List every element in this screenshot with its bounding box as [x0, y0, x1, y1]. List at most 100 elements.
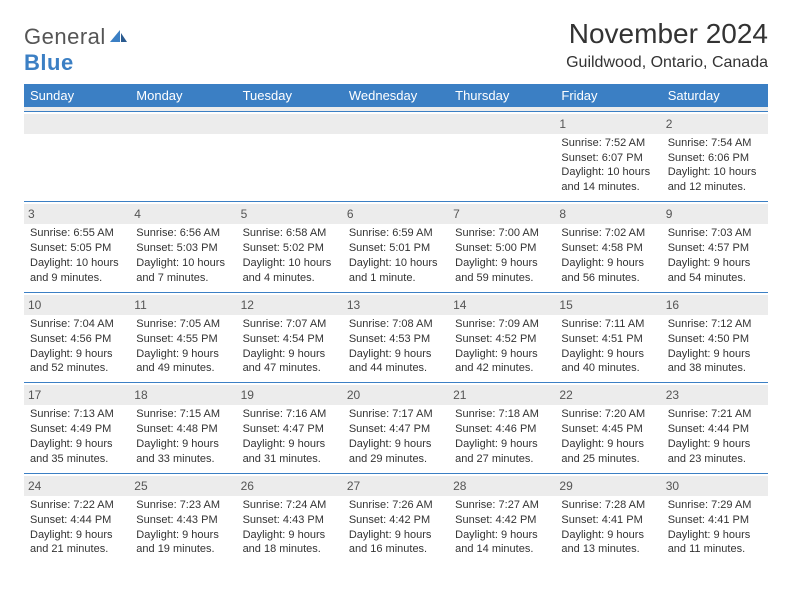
sunrise-line: Sunrise: 7:15 AM	[136, 407, 230, 422]
sunset-line: Sunset: 4:44 PM	[668, 422, 762, 437]
daylight-line: Daylight: 9 hours and 14 minutes.	[455, 528, 549, 558]
sunset-line: Sunset: 4:55 PM	[136, 332, 230, 347]
sunrise-line: Sunrise: 7:29 AM	[668, 498, 762, 513]
daylight-line: Daylight: 9 hours and 49 minutes.	[136, 347, 230, 377]
day-header: Monday	[130, 84, 236, 107]
daylight-line: Daylight: 9 hours and 35 minutes.	[30, 437, 124, 467]
daylight-line: Daylight: 9 hours and 56 minutes.	[561, 256, 655, 286]
day-details: Sunrise: 7:17 AMSunset: 4:47 PMDaylight:…	[347, 407, 445, 466]
sunrise-line: Sunrise: 7:20 AM	[561, 407, 655, 422]
calendar-cell: 12Sunrise: 7:07 AMSunset: 4:54 PMDayligh…	[237, 292, 343, 383]
sunset-line: Sunset: 4:49 PM	[30, 422, 124, 437]
calendar-week: 10Sunrise: 7:04 AMSunset: 4:56 PMDayligh…	[24, 292, 768, 383]
sunset-line: Sunset: 4:53 PM	[349, 332, 443, 347]
sunrise-line: Sunrise: 7:00 AM	[455, 226, 549, 241]
calendar-cell: 25Sunrise: 7:23 AMSunset: 4:43 PMDayligh…	[130, 473, 236, 563]
daylight-line: Daylight: 9 hours and 25 minutes.	[561, 437, 655, 467]
calendar-week: 24Sunrise: 7:22 AMSunset: 4:44 PMDayligh…	[24, 473, 768, 563]
calendar-cell: 10Sunrise: 7:04 AMSunset: 4:56 PMDayligh…	[24, 292, 130, 383]
day-details: Sunrise: 7:05 AMSunset: 4:55 PMDaylight:…	[134, 317, 232, 376]
calendar-cell: 26Sunrise: 7:24 AMSunset: 4:43 PMDayligh…	[237, 473, 343, 563]
day-details: Sunrise: 7:04 AMSunset: 4:56 PMDaylight:…	[28, 317, 126, 376]
daylight-line: Daylight: 9 hours and 21 minutes.	[30, 528, 124, 558]
calendar-cell: 8Sunrise: 7:02 AMSunset: 4:58 PMDaylight…	[555, 202, 661, 293]
sunrise-line: Sunrise: 6:59 AM	[349, 226, 443, 241]
sunset-line: Sunset: 4:48 PM	[136, 422, 230, 437]
calendar-cell: 5Sunrise: 6:58 AMSunset: 5:02 PMDaylight…	[237, 202, 343, 293]
empty-day	[449, 114, 555, 134]
sunrise-line: Sunrise: 6:58 AM	[243, 226, 337, 241]
sunrise-line: Sunrise: 7:04 AM	[30, 317, 124, 332]
daylight-line: Daylight: 10 hours and 9 minutes.	[30, 256, 124, 286]
day-number: 29	[555, 476, 661, 496]
day-header: Thursday	[449, 84, 555, 107]
day-number: 14	[449, 295, 555, 315]
day-details: Sunrise: 7:22 AMSunset: 4:44 PMDaylight:…	[28, 498, 126, 557]
sunrise-line: Sunrise: 7:27 AM	[455, 498, 549, 513]
logo-general: General	[24, 24, 106, 49]
sunrise-line: Sunrise: 7:28 AM	[561, 498, 655, 513]
day-number: 26	[237, 476, 343, 496]
sunrise-line: Sunrise: 7:17 AM	[349, 407, 443, 422]
sunset-line: Sunset: 6:07 PM	[561, 151, 655, 166]
calendar-cell: 3Sunrise: 6:55 AMSunset: 5:05 PMDaylight…	[24, 202, 130, 293]
calendar-cell: 1Sunrise: 7:52 AMSunset: 6:07 PMDaylight…	[555, 111, 661, 202]
day-number: 1	[555, 114, 661, 134]
day-details: Sunrise: 7:24 AMSunset: 4:43 PMDaylight:…	[241, 498, 339, 557]
day-number: 5	[237, 204, 343, 224]
day-number: 7	[449, 204, 555, 224]
calendar-cell: 27Sunrise: 7:26 AMSunset: 4:42 PMDayligh…	[343, 473, 449, 563]
day-number: 13	[343, 295, 449, 315]
sunset-line: Sunset: 4:46 PM	[455, 422, 549, 437]
day-details: Sunrise: 6:58 AMSunset: 5:02 PMDaylight:…	[241, 226, 339, 285]
sunset-line: Sunset: 4:52 PM	[455, 332, 549, 347]
calendar-cell	[24, 111, 130, 202]
day-number: 24	[24, 476, 130, 496]
empty-day	[237, 114, 343, 134]
day-details: Sunrise: 7:28 AMSunset: 4:41 PMDaylight:…	[559, 498, 657, 557]
daylight-line: Daylight: 9 hours and 42 minutes.	[455, 347, 549, 377]
sunrise-line: Sunrise: 6:55 AM	[30, 226, 124, 241]
day-details: Sunrise: 7:23 AMSunset: 4:43 PMDaylight:…	[134, 498, 232, 557]
day-details: Sunrise: 7:26 AMSunset: 4:42 PMDaylight:…	[347, 498, 445, 557]
daylight-line: Daylight: 9 hours and 11 minutes.	[668, 528, 762, 558]
calendar-cell: 22Sunrise: 7:20 AMSunset: 4:45 PMDayligh…	[555, 383, 661, 474]
day-header: Saturday	[662, 84, 768, 107]
sunset-line: Sunset: 4:41 PM	[561, 513, 655, 528]
calendar-cell: 4Sunrise: 6:56 AMSunset: 5:03 PMDaylight…	[130, 202, 236, 293]
calendar-cell: 15Sunrise: 7:11 AMSunset: 4:51 PMDayligh…	[555, 292, 661, 383]
daylight-line: Daylight: 10 hours and 1 minute.	[349, 256, 443, 286]
sunrise-line: Sunrise: 7:18 AM	[455, 407, 549, 422]
sunrise-line: Sunrise: 7:22 AM	[30, 498, 124, 513]
header: General Blue November 2024 Guildwood, On…	[24, 18, 768, 76]
calendar-cell: 11Sunrise: 7:05 AMSunset: 4:55 PMDayligh…	[130, 292, 236, 383]
day-header: Tuesday	[237, 84, 343, 107]
sunrise-line: Sunrise: 7:03 AM	[668, 226, 762, 241]
day-details: Sunrise: 7:29 AMSunset: 4:41 PMDaylight:…	[666, 498, 764, 557]
daylight-line: Daylight: 10 hours and 12 minutes.	[668, 165, 762, 195]
sunset-line: Sunset: 4:42 PM	[455, 513, 549, 528]
sunset-line: Sunset: 4:57 PM	[668, 241, 762, 256]
day-number: 19	[237, 385, 343, 405]
day-details: Sunrise: 7:54 AMSunset: 6:06 PMDaylight:…	[666, 136, 764, 195]
day-number: 4	[130, 204, 236, 224]
day-header: Wednesday	[343, 84, 449, 107]
day-number: 9	[662, 204, 768, 224]
day-details: Sunrise: 7:09 AMSunset: 4:52 PMDaylight:…	[453, 317, 551, 376]
calendar-cell: 29Sunrise: 7:28 AMSunset: 4:41 PMDayligh…	[555, 473, 661, 563]
day-number: 6	[343, 204, 449, 224]
day-details: Sunrise: 6:55 AMSunset: 5:05 PMDaylight:…	[28, 226, 126, 285]
calendar-cell: 19Sunrise: 7:16 AMSunset: 4:47 PMDayligh…	[237, 383, 343, 474]
day-details: Sunrise: 7:27 AMSunset: 4:42 PMDaylight:…	[453, 498, 551, 557]
sunrise-line: Sunrise: 7:23 AM	[136, 498, 230, 513]
sail-icon	[108, 24, 128, 50]
sunset-line: Sunset: 4:44 PM	[30, 513, 124, 528]
day-details: Sunrise: 7:18 AMSunset: 4:46 PMDaylight:…	[453, 407, 551, 466]
day-details: Sunrise: 7:20 AMSunset: 4:45 PMDaylight:…	[559, 407, 657, 466]
calendar-cell: 9Sunrise: 7:03 AMSunset: 4:57 PMDaylight…	[662, 202, 768, 293]
calendar-cell: 30Sunrise: 7:29 AMSunset: 4:41 PMDayligh…	[662, 473, 768, 563]
day-details: Sunrise: 6:59 AMSunset: 5:01 PMDaylight:…	[347, 226, 445, 285]
day-number: 22	[555, 385, 661, 405]
daylight-line: Daylight: 9 hours and 29 minutes.	[349, 437, 443, 467]
day-details: Sunrise: 7:00 AMSunset: 5:00 PMDaylight:…	[453, 226, 551, 285]
